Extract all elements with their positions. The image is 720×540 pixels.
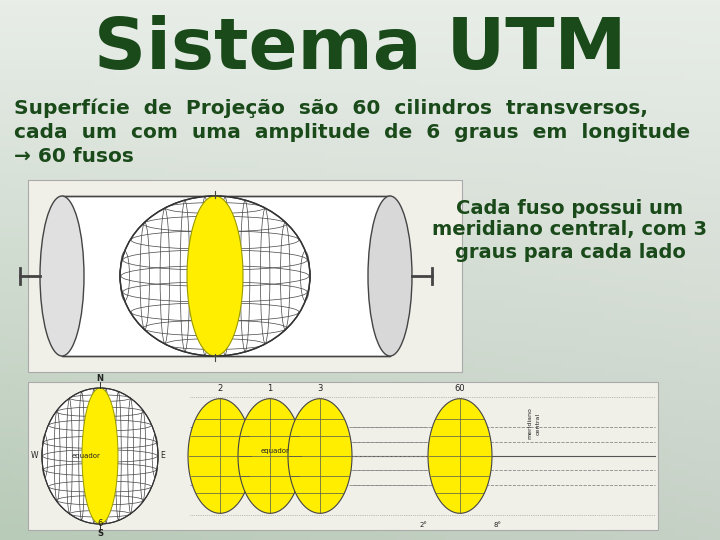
Polygon shape: [288, 399, 352, 514]
Polygon shape: [187, 196, 243, 356]
Polygon shape: [82, 388, 118, 524]
Text: 6: 6: [97, 519, 103, 528]
Text: graus para cada lado: graus para cada lado: [454, 242, 685, 261]
Text: meridiano central, com 3: meridiano central, com 3: [433, 220, 708, 240]
Text: 1: 1: [267, 384, 273, 393]
Text: 3: 3: [318, 384, 323, 393]
Ellipse shape: [40, 196, 84, 356]
Polygon shape: [238, 399, 302, 514]
Text: Sistema UTM: Sistema UTM: [94, 16, 626, 84]
Text: W: W: [30, 451, 38, 461]
Ellipse shape: [368, 196, 412, 356]
Text: 2: 2: [217, 384, 222, 393]
Text: 2°: 2°: [419, 522, 427, 528]
Text: S: S: [97, 529, 103, 538]
Text: → 60 fusos: → 60 fusos: [14, 146, 134, 165]
FancyBboxPatch shape: [28, 382, 658, 530]
Text: 8°: 8°: [493, 522, 501, 528]
Text: equador: equador: [261, 448, 289, 454]
Text: central: central: [536, 413, 541, 435]
Text: E: E: [160, 451, 165, 461]
Text: equador: equador: [71, 453, 100, 459]
Polygon shape: [428, 399, 492, 514]
Text: 60: 60: [455, 384, 465, 393]
Text: cada  um  com  uma  amplitude  de  6  graus  em  longitude: cada um com uma amplitude de 6 graus em …: [14, 123, 690, 141]
Polygon shape: [188, 399, 252, 514]
Text: Superfície  de  Projeção  são  60  cilindros  transversos,: Superfície de Projeção são 60 cilindros …: [14, 98, 648, 118]
Ellipse shape: [42, 388, 158, 524]
Text: N: N: [96, 374, 104, 383]
Ellipse shape: [120, 196, 310, 356]
FancyBboxPatch shape: [28, 180, 462, 372]
Text: Cada fuso possui um: Cada fuso possui um: [456, 199, 683, 218]
FancyBboxPatch shape: [62, 196, 390, 356]
Text: meridiano: meridiano: [528, 408, 533, 440]
